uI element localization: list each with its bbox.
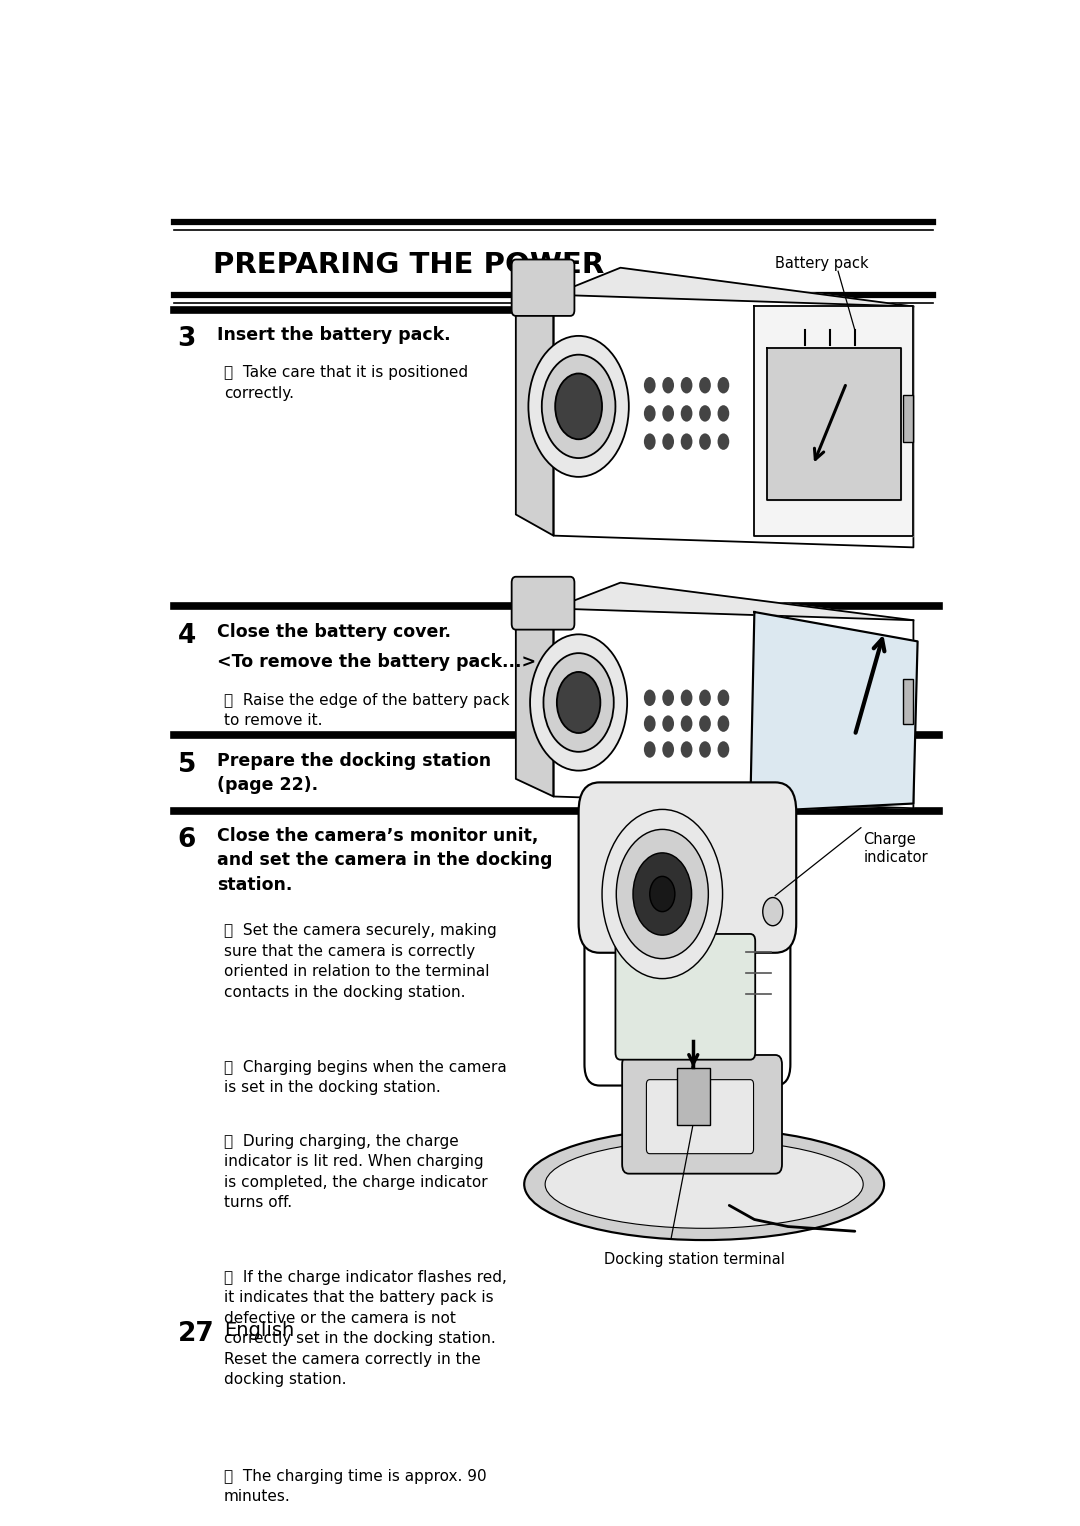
Polygon shape: [516, 273, 554, 536]
Polygon shape: [554, 267, 914, 307]
Text: 6: 6: [178, 827, 197, 853]
Text: ・  Raise the edge of the battery pack
to remove it.: ・ Raise the edge of the battery pack to …: [224, 693, 510, 728]
Circle shape: [602, 809, 723, 978]
Circle shape: [530, 635, 627, 771]
Text: 3: 3: [178, 327, 197, 353]
Text: ・  Take care that it is positioned
correctly.: ・ Take care that it is positioned correc…: [224, 365, 468, 401]
Circle shape: [528, 336, 629, 476]
Polygon shape: [554, 583, 914, 620]
Text: 27: 27: [178, 1320, 215, 1346]
Circle shape: [717, 690, 729, 707]
Text: Insert the battery pack.: Insert the battery pack.: [217, 327, 450, 345]
Circle shape: [662, 716, 674, 732]
FancyBboxPatch shape: [903, 679, 914, 723]
Text: ・  During charging, the charge
indicator is lit red. When charging
is completed,: ・ During charging, the charge indicator …: [224, 1134, 487, 1210]
Circle shape: [644, 742, 656, 758]
Circle shape: [644, 690, 656, 707]
Circle shape: [699, 406, 711, 421]
Polygon shape: [754, 307, 914, 536]
Text: Docking station terminal: Docking station terminal: [604, 1253, 784, 1268]
Polygon shape: [767, 348, 901, 501]
Circle shape: [633, 853, 691, 935]
Polygon shape: [554, 295, 914, 548]
Circle shape: [680, 742, 692, 758]
Text: PREPARING THE POWER: PREPARING THE POWER: [213, 252, 604, 279]
Circle shape: [680, 433, 692, 450]
Circle shape: [717, 377, 729, 394]
Circle shape: [680, 377, 692, 394]
Circle shape: [557, 671, 600, 732]
Circle shape: [662, 406, 674, 421]
Circle shape: [644, 406, 656, 421]
FancyBboxPatch shape: [616, 934, 755, 1059]
Polygon shape: [516, 591, 554, 797]
Circle shape: [644, 377, 656, 394]
Circle shape: [543, 653, 613, 752]
Text: Close the battery cover.: Close the battery cover.: [217, 623, 451, 641]
Text: Prepare the docking station
(page 22).: Prepare the docking station (page 22).: [217, 752, 491, 794]
FancyBboxPatch shape: [584, 813, 791, 1085]
Circle shape: [644, 716, 656, 732]
Text: Battery pack: Battery pack: [774, 256, 868, 272]
FancyBboxPatch shape: [512, 577, 575, 630]
FancyBboxPatch shape: [512, 259, 575, 316]
Text: Close the camera’s monitor unit,
and set the camera in the docking
station.: Close the camera’s monitor unit, and set…: [217, 827, 553, 894]
Text: ・  Set the camera securely, making
sure that the camera is correctly
oriented in: ・ Set the camera securely, making sure t…: [224, 923, 497, 1000]
Circle shape: [617, 829, 708, 958]
Polygon shape: [751, 612, 918, 812]
Circle shape: [717, 742, 729, 758]
Circle shape: [680, 406, 692, 421]
Circle shape: [650, 876, 675, 911]
Circle shape: [699, 377, 711, 394]
Circle shape: [717, 433, 729, 450]
Circle shape: [644, 433, 656, 450]
Text: Charge
indicator: Charge indicator: [863, 832, 928, 865]
Ellipse shape: [524, 1128, 885, 1241]
Circle shape: [717, 406, 729, 421]
Circle shape: [699, 716, 711, 732]
FancyBboxPatch shape: [903, 395, 914, 441]
Text: 5: 5: [178, 752, 197, 778]
Circle shape: [542, 354, 616, 458]
Circle shape: [699, 690, 711, 707]
Circle shape: [662, 690, 674, 707]
Text: ・  The charging time is approx. 90
minutes.: ・ The charging time is approx. 90 minute…: [224, 1468, 486, 1505]
Circle shape: [699, 742, 711, 758]
Text: 4: 4: [178, 623, 195, 649]
Circle shape: [555, 374, 602, 439]
Circle shape: [699, 433, 711, 450]
Ellipse shape: [545, 1140, 863, 1228]
Circle shape: [717, 716, 729, 732]
Circle shape: [662, 742, 674, 758]
Polygon shape: [554, 609, 914, 809]
Circle shape: [680, 690, 692, 707]
FancyBboxPatch shape: [647, 1080, 754, 1154]
Text: ・  If the charge indicator flashes red,
it indicates that the battery pack is
de: ・ If the charge indicator flashes red, i…: [224, 1270, 507, 1387]
Circle shape: [662, 433, 674, 450]
Text: <To remove the battery pack...>: <To remove the battery pack...>: [217, 653, 536, 671]
FancyBboxPatch shape: [622, 1054, 782, 1173]
Text: English: English: [224, 1320, 294, 1340]
Circle shape: [662, 377, 674, 394]
Circle shape: [762, 897, 783, 926]
FancyBboxPatch shape: [579, 783, 796, 952]
Text: ・  Charging begins when the camera
is set in the docking station.: ・ Charging begins when the camera is set…: [224, 1059, 507, 1096]
FancyBboxPatch shape: [677, 1068, 710, 1126]
Circle shape: [680, 716, 692, 732]
